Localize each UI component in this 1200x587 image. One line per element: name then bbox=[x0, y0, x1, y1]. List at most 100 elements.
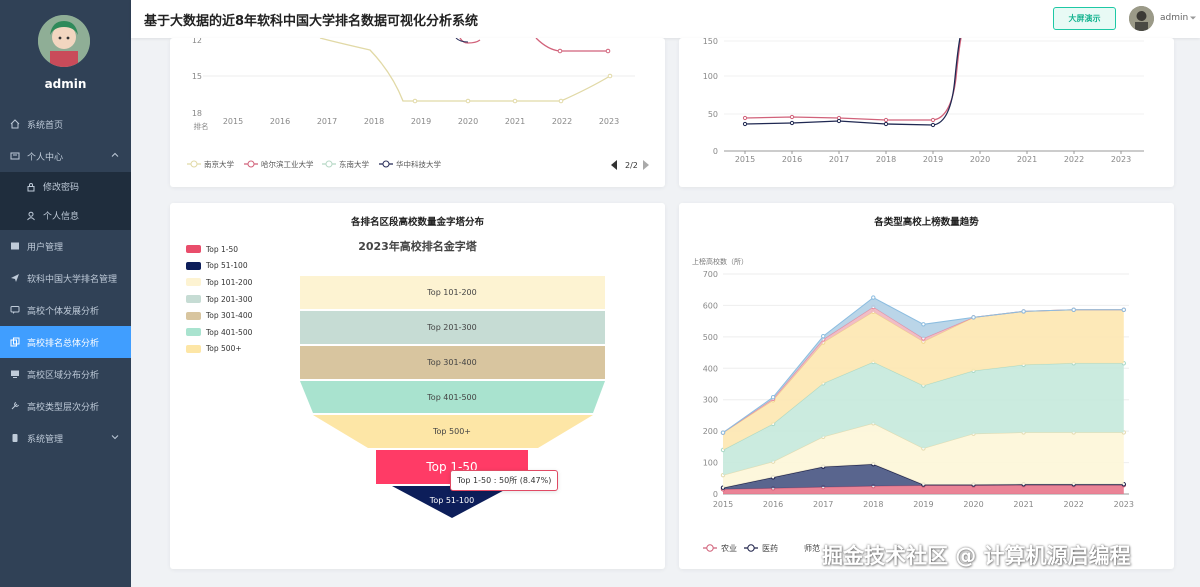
data-point bbox=[558, 98, 564, 104]
segment-label: Top 401-500 bbox=[426, 393, 476, 402]
data-point bbox=[557, 48, 563, 54]
series-area-3[interactable] bbox=[723, 423, 1124, 488]
legend-item[interactable]: Top 1-50 bbox=[186, 241, 252, 258]
y-tick-label: 0 bbox=[713, 490, 718, 499]
chevron-up-icon bbox=[111, 152, 119, 157]
funnel-segment-top-101-200[interactable]: Top 101-200 bbox=[300, 276, 605, 309]
x-tick-label: 2018 bbox=[876, 155, 896, 164]
menu-item-region-analysis[interactable]: 高校区域分布分析 bbox=[0, 358, 131, 390]
legend-label[interactable]: 南京大学 bbox=[204, 159, 234, 169]
header-avatar[interactable] bbox=[1129, 6, 1154, 31]
data-point bbox=[821, 334, 826, 339]
x-tick-label: 2018 bbox=[364, 117, 384, 126]
sidebar-menu: 系统首页 个人中心 修改密码 个人信息 用户管理 软科中国大学排名管理 高校个体… bbox=[0, 108, 131, 454]
chart-legend: 南京大学 哈尔滨工业大学 东南大学 华中科技大学 bbox=[187, 159, 441, 169]
data-point bbox=[971, 315, 976, 320]
legend-label: Top 201-300 bbox=[206, 294, 253, 304]
y-tick-label: 50 bbox=[708, 110, 718, 119]
x-tick-label: 2016 bbox=[782, 155, 802, 164]
ranking-pyramid-card: 各排名区段高校数量金字塔分布 Top 1-50 Top 51-100 Top 1… bbox=[170, 203, 665, 569]
watermark: 掘金技术社区 @ 计算机源启编程 bbox=[822, 544, 1131, 568]
y-tick-label: 600 bbox=[703, 301, 718, 310]
menu-item-ranking-management[interactable]: 软科中国大学排名管理 bbox=[0, 262, 131, 294]
series-area-5[interactable] bbox=[723, 309, 1124, 450]
data-point bbox=[465, 98, 471, 104]
score-line-chart: 150 100 50 0 2015 2016 2017 2018 2019 2020 202… bbox=[703, 38, 1144, 164]
home-icon bbox=[10, 119, 20, 129]
legend-item[interactable]: Top 301-400 bbox=[186, 307, 252, 324]
legend-marker-icon bbox=[247, 160, 255, 168]
legend-label[interactable]: 东南大学 bbox=[339, 159, 369, 169]
menu-item-label: 系统管理 bbox=[27, 434, 64, 445]
legend-marker-icon bbox=[382, 160, 390, 168]
legend-label[interactable]: 师范 bbox=[804, 543, 820, 553]
menu-item-individual-analysis[interactable]: 高校个体发展分析 bbox=[0, 294, 131, 326]
funnel-segment-top-401-500[interactable]: Top 401-500 bbox=[300, 381, 605, 413]
stacked-area-chart: 上榜高校数（所） 0 100 200 300 400 500 600 700 2015 2016… bbox=[692, 257, 1134, 553]
data-point bbox=[770, 395, 776, 400]
y-tick-label: 400 bbox=[703, 364, 718, 373]
menu-item-system-management[interactable]: 系统管理 bbox=[0, 422, 131, 454]
legend-label: Top 500+ bbox=[206, 344, 242, 354]
series-area-medicine[interactable] bbox=[723, 464, 1124, 490]
x-tick-label: 2015 bbox=[713, 500, 733, 509]
sidebar-avatar[interactable] bbox=[38, 15, 90, 67]
legend-item[interactable]: Top 51-100 bbox=[186, 258, 252, 275]
x-tick-label: 2021 bbox=[1017, 155, 1037, 164]
series-line-a bbox=[744, 38, 962, 121]
menu-item-home[interactable]: 系统首页 bbox=[0, 108, 131, 140]
menu-item-personal-info[interactable]: 个人信息 bbox=[0, 201, 131, 230]
legend-swatch bbox=[186, 295, 201, 304]
legend-swatch bbox=[186, 278, 201, 287]
y-tick-label: 200 bbox=[703, 427, 718, 436]
caret-down-icon[interactable] bbox=[1189, 14, 1197, 22]
data-point bbox=[921, 322, 926, 327]
legend-prev-icon[interactable] bbox=[611, 160, 617, 170]
legend-swatch bbox=[186, 245, 201, 254]
legend-item[interactable]: Top 101-200 bbox=[186, 274, 252, 291]
pyramid-legend: Top 1-50 Top 51-100 Top 101-200 Top 201-… bbox=[186, 241, 252, 357]
menu-item-user-management[interactable]: 用户管理 bbox=[0, 230, 131, 262]
x-tick-label: 2021 bbox=[505, 117, 525, 126]
data-point bbox=[720, 430, 726, 435]
header-username[interactable]: admin bbox=[1160, 13, 1189, 23]
data-point bbox=[605, 48, 611, 54]
chat-icon bbox=[10, 305, 20, 315]
menu-item-change-password[interactable]: 修改密码 bbox=[0, 172, 131, 201]
series-area-4[interactable] bbox=[723, 362, 1124, 476]
legend-item[interactable]: Top 201-300 bbox=[186, 291, 252, 308]
x-tick-label: 2020 bbox=[963, 500, 983, 509]
legend-label[interactable]: 农业 bbox=[721, 543, 737, 553]
legend-label: Top 101-200 bbox=[206, 277, 253, 287]
x-tick-label: 2022 bbox=[1064, 155, 1084, 164]
x-tick-label: 2018 bbox=[863, 500, 883, 509]
segment-label: Top 500+ bbox=[432, 427, 471, 436]
y-tick-label: 100 bbox=[703, 72, 718, 81]
data-point bbox=[1071, 307, 1076, 313]
legend-next-icon[interactable] bbox=[643, 160, 649, 170]
legend-label[interactable]: 哈尔滨工业大学 bbox=[261, 159, 314, 169]
x-tick-label: 2023 bbox=[1111, 155, 1131, 164]
segment-label: Top 101-200 bbox=[426, 288, 476, 297]
legend-item[interactable]: Top 500+ bbox=[186, 341, 252, 358]
x-tick-label: 2016 bbox=[270, 117, 290, 126]
chart-tooltip: Top 1-50 : 50所 (8.47%) bbox=[450, 470, 559, 491]
data-point bbox=[607, 73, 613, 79]
menu-item-personal-center[interactable]: 个人中心 bbox=[0, 140, 131, 172]
big-screen-button[interactable]: 大屏演示 bbox=[1053, 7, 1116, 30]
funnel-segment-top-201-300[interactable]: Top 201-300 bbox=[300, 311, 605, 344]
menu-item-type-analysis[interactable]: 高校类型层次分析 bbox=[0, 390, 131, 422]
y-tick-label: 100 bbox=[703, 459, 718, 468]
chart-title: 各排名区段高校数量金字塔分布 bbox=[350, 217, 484, 228]
segment-label: Top 301-400 bbox=[426, 358, 476, 367]
legend-item[interactable]: Top 401-500 bbox=[186, 324, 252, 341]
legend-label[interactable]: 华中科技大学 bbox=[396, 159, 441, 169]
x-tick-label: 2021 bbox=[1013, 500, 1033, 509]
menu-item-overall-analysis[interactable]: 高校排名总体分析 bbox=[0, 326, 131, 358]
university-score-trend-card: 150 100 50 0 2015 2016 2017 2018 2019 2020 202… bbox=[679, 38, 1174, 187]
person-icon bbox=[26, 211, 36, 221]
funnel-segment-top-500-plus[interactable]: Top 500+ bbox=[313, 415, 593, 448]
funnel-segment-top-301-400[interactable]: Top 301-400 bbox=[300, 346, 605, 379]
funnel-segment-top-51-100[interactable]: Top 51-100 bbox=[392, 486, 512, 518]
legend-label[interactable]: 医药 bbox=[762, 543, 778, 553]
